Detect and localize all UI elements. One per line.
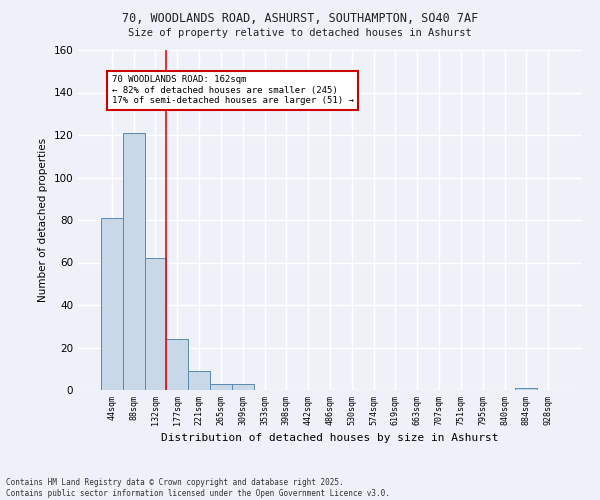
Bar bbox=[210, 384, 232, 390]
Bar bbox=[123, 133, 145, 390]
Text: Contains HM Land Registry data © Crown copyright and database right 2025.
Contai: Contains HM Land Registry data © Crown c… bbox=[6, 478, 390, 498]
Bar bbox=[101, 218, 123, 390]
Y-axis label: Number of detached properties: Number of detached properties bbox=[38, 138, 48, 302]
Text: 70, WOODLANDS ROAD, ASHURST, SOUTHAMPTON, SO40 7AF: 70, WOODLANDS ROAD, ASHURST, SOUTHAMPTON… bbox=[122, 12, 478, 26]
Text: 70 WOODLANDS ROAD: 162sqm
← 82% of detached houses are smaller (245)
17% of semi: 70 WOODLANDS ROAD: 162sqm ← 82% of detac… bbox=[112, 76, 353, 106]
Text: Size of property relative to detached houses in Ashurst: Size of property relative to detached ho… bbox=[128, 28, 472, 38]
Bar bbox=[515, 388, 537, 390]
X-axis label: Distribution of detached houses by size in Ashurst: Distribution of detached houses by size … bbox=[161, 433, 499, 443]
Bar bbox=[232, 384, 254, 390]
Bar bbox=[166, 339, 188, 390]
Bar bbox=[188, 371, 210, 390]
Bar bbox=[145, 258, 166, 390]
